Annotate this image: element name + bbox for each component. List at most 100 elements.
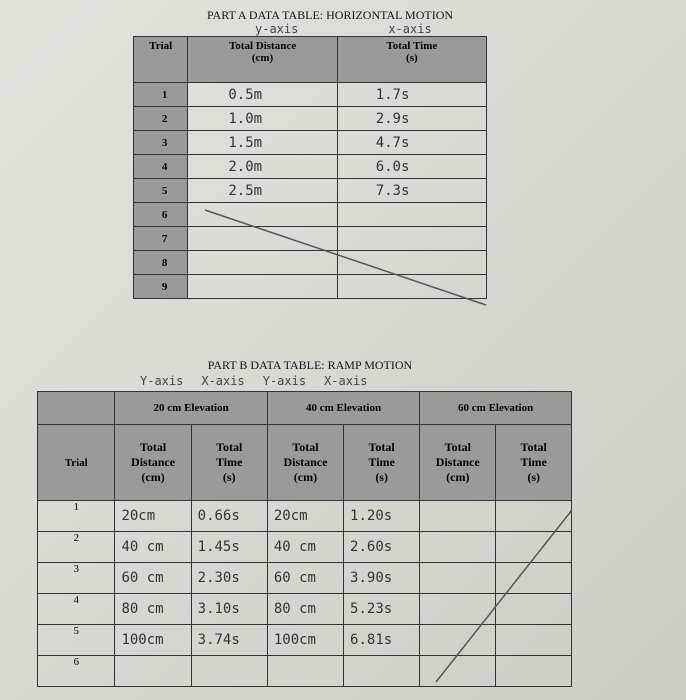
entry-cell xyxy=(419,624,497,656)
entry-cell xyxy=(495,655,572,687)
axis-note: x-axis xyxy=(388,22,432,36)
header-line: Total xyxy=(368,440,395,454)
header-line: (cm) xyxy=(251,52,274,64)
subheader-cell: Total Distance (cm) xyxy=(114,424,192,501)
axis-note: Y-axis xyxy=(262,374,307,388)
header-line: Total Distance xyxy=(228,40,297,52)
entry-cell xyxy=(336,250,488,275)
header-line: Total Time xyxy=(386,40,438,52)
entry-cell xyxy=(495,593,572,625)
subheader-cell: Total Time (s) xyxy=(343,424,421,501)
part-b-axis-notes: Y-axis X-axis Y-axis X-axis xyxy=(140,374,367,388)
entry-cell: 3.10s xyxy=(190,593,268,625)
trial-cell: 4 xyxy=(132,154,189,179)
data-row: 1 20cm 0.66s 20cm 1.20s xyxy=(36,500,572,532)
header-cell: Total Distance (cm) xyxy=(187,36,338,83)
trial-cell: 2 xyxy=(36,531,116,563)
header-line: (cm) xyxy=(293,470,318,484)
part-a-title: PART A DATA TABLE: HORIZONTAL MOTION xyxy=(206,8,454,22)
entry-cell xyxy=(336,274,488,299)
trial-cell: 5 xyxy=(132,178,189,203)
data-row: 4 2.0m 6.0s xyxy=(132,154,488,179)
entry-cell xyxy=(336,202,488,227)
entry-cell xyxy=(114,655,192,687)
header-line: (cm) xyxy=(141,470,165,484)
trial-header: Trial xyxy=(36,424,116,501)
corner-cell xyxy=(36,391,116,425)
entry-cell: 60 cm xyxy=(114,562,192,594)
header-line: Time xyxy=(520,455,547,469)
entry-cell: 4.7s xyxy=(336,130,488,155)
axis-note: X-axis xyxy=(324,374,368,388)
trial-cell: 4 xyxy=(36,593,116,625)
entry-cell xyxy=(190,655,268,687)
part-b-title: PART B DATA TABLE: RAMP MOTION xyxy=(207,358,413,372)
entry-cell xyxy=(419,562,497,594)
header-line: Total xyxy=(139,440,167,454)
entry-cell xyxy=(187,202,338,227)
data-row: 6 xyxy=(132,202,488,227)
data-row: 3 60 cm 2.30s 60 cm 3.90s xyxy=(36,562,572,594)
entry-cell: 20cm xyxy=(266,500,345,532)
entry-cell: 40 cm xyxy=(114,531,192,563)
header-line: Distance xyxy=(131,455,176,469)
header-line: Total xyxy=(444,440,471,454)
data-row: 4 80 cm 3.10s 80 cm 5.23s xyxy=(36,593,572,625)
entry-cell xyxy=(266,655,345,687)
entry-cell: 2.9s xyxy=(336,106,488,131)
header-line: Time xyxy=(368,455,395,469)
trial-cell: 1 xyxy=(132,82,189,107)
part-b-table: 20 cm Elevation 40 cm Elevation 60 cm Elev… xyxy=(36,391,572,687)
axis-note: y-axis xyxy=(255,22,299,36)
entry-cell: 6.0s xyxy=(336,154,488,179)
data-row: 7 xyxy=(132,226,488,251)
header-line: (s) xyxy=(375,470,388,484)
entry-cell: 7.3s xyxy=(336,178,488,203)
group-cell: 60 cm Elevation xyxy=(419,391,572,425)
header-line: (s) xyxy=(527,470,540,484)
entry-cell xyxy=(419,593,497,625)
header-line: Total xyxy=(216,440,243,454)
entry-cell xyxy=(419,531,497,563)
header-line: Total xyxy=(520,440,547,454)
part-a-axis-notes: y-axis x-axis xyxy=(255,22,432,36)
entry-cell: 1.0m xyxy=(187,106,338,131)
group-cell: 20 cm Elevation xyxy=(114,391,268,425)
axis-note: X-axis xyxy=(201,374,245,388)
header-line: Distance xyxy=(435,455,480,469)
data-row: 1 0.5m 1.7s xyxy=(132,82,488,107)
trial-cell: 1 xyxy=(36,500,116,532)
entry-cell: 3.74s xyxy=(190,624,268,656)
data-row: 6 xyxy=(36,655,572,687)
entry-cell: 2.60s xyxy=(343,531,421,563)
entry-cell xyxy=(187,226,338,251)
header-line: Trial xyxy=(149,40,173,52)
subheader-cell: Total Distance (cm) xyxy=(266,424,345,501)
entry-cell: 1.20s xyxy=(343,500,421,532)
entry-cell xyxy=(343,655,421,687)
entry-cell: 3.90s xyxy=(343,562,421,594)
trial-cell: 7 xyxy=(132,226,189,251)
header-line: (cm) xyxy=(446,470,470,484)
header-line: Distance xyxy=(283,455,328,469)
entry-cell: 0.66s xyxy=(190,500,268,532)
trial-cell: 6 xyxy=(132,202,189,227)
header-row: Trial Total Distance (cm) Total Time (s) xyxy=(132,36,488,83)
data-row: 2 1.0m 2.9s xyxy=(132,106,488,131)
entry-cell: 40 cm xyxy=(266,531,345,563)
subheader-cell: Total Time (s) xyxy=(495,424,572,501)
data-row: 9 xyxy=(132,274,488,299)
header-line: (s) xyxy=(222,470,236,484)
entry-cell: 5.23s xyxy=(343,593,421,625)
entry-cell: 80 cm xyxy=(114,593,192,625)
entry-cell: 60 cm xyxy=(266,562,345,594)
subheader-cell: Total Distance (cm) xyxy=(419,424,497,501)
entry-cell xyxy=(495,562,572,594)
header-cell: Trial xyxy=(132,36,189,83)
entry-cell xyxy=(495,500,572,532)
part-a-table: Trial Total Distance (cm) Total Time (s) 1 0.5… xyxy=(132,36,488,299)
subheader-cell: Total Time (s) xyxy=(190,424,268,501)
entry-cell: 100cm xyxy=(266,624,345,656)
data-row: 3 1.5m 4.7s xyxy=(132,130,488,155)
entry-cell: 1.7s xyxy=(336,82,488,107)
